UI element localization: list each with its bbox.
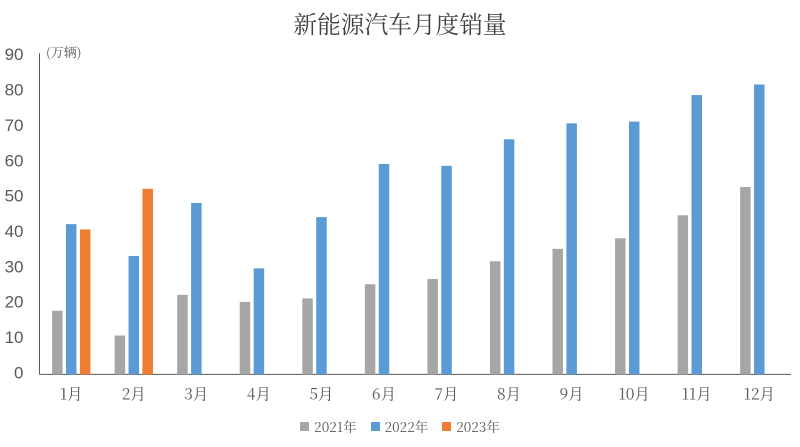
svg-text:9月: 9月 xyxy=(560,383,584,405)
svg-text:80: 80 xyxy=(5,81,24,100)
svg-text:10: 10 xyxy=(5,328,24,347)
svg-text:0: 0 xyxy=(14,363,23,382)
svg-text:70: 70 xyxy=(5,116,24,135)
svg-text:40: 40 xyxy=(5,222,24,241)
svg-text:11月: 11月 xyxy=(682,383,712,405)
svg-text:6月: 6月 xyxy=(372,383,396,405)
svg-text:20: 20 xyxy=(5,293,24,312)
svg-text:8月: 8月 xyxy=(497,383,521,405)
svg-text:4月: 4月 xyxy=(247,383,271,405)
svg-text:7月: 7月 xyxy=(435,383,459,405)
svg-text:5月: 5月 xyxy=(309,383,333,405)
svg-text:1月: 1月 xyxy=(60,383,83,405)
svg-text:10月: 10月 xyxy=(618,383,649,405)
svg-text:2月: 2月 xyxy=(122,383,146,405)
svg-text:12月: 12月 xyxy=(744,383,775,405)
svg-text:60: 60 xyxy=(5,151,24,170)
svg-text:3月: 3月 xyxy=(184,383,208,405)
svg-text:50: 50 xyxy=(5,187,24,206)
svg-text:30: 30 xyxy=(5,257,24,276)
svg-text:90: 90 xyxy=(5,45,24,64)
